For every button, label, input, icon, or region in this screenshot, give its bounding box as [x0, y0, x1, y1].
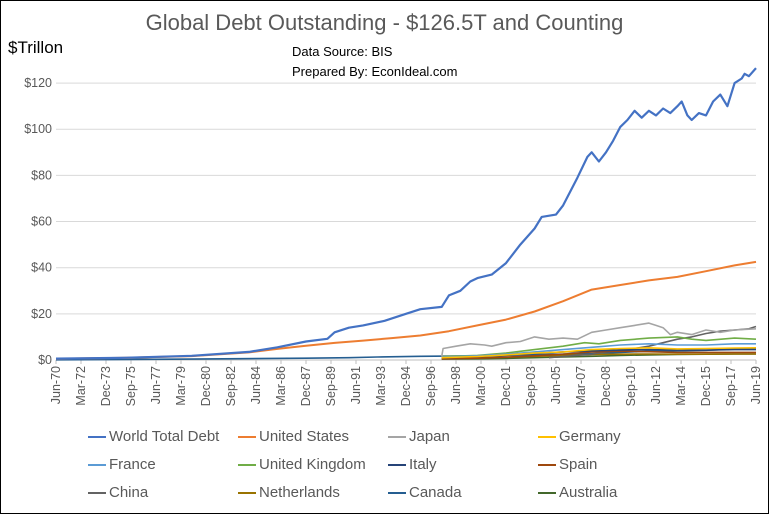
x-tick-label: Jun-77 — [149, 366, 163, 404]
y-tick-label: $80 — [31, 168, 52, 182]
legend-swatch — [88, 435, 106, 438]
chart-title: Global Debt Outstanding - $126.5T and Co… — [145, 10, 624, 35]
legend-label: Australia — [559, 484, 618, 501]
x-tick-label: Dec-08 — [599, 366, 613, 406]
y-tick-label: $60 — [31, 215, 52, 229]
x-tick-label: Jun-70 — [49, 366, 63, 404]
legend-item-germany: Germany — [538, 428, 621, 445]
x-tick-label: Dec-94 — [399, 366, 413, 406]
x-tick-label: Mar-93 — [374, 366, 388, 406]
legend-row: China Netherlands Canada Australia — [88, 484, 738, 512]
legend-swatch — [238, 463, 256, 466]
legend-swatch — [538, 491, 556, 494]
legend-item-netherlands: Netherlands — [238, 484, 340, 501]
legend-swatch — [238, 491, 256, 494]
x-tick-label: Sep-89 — [324, 366, 338, 406]
source-line: Data Source: BIS — [292, 44, 393, 59]
legend-swatch — [388, 463, 406, 466]
legend-item-japan: Japan — [388, 428, 450, 445]
x-tick-label: Dec-15 — [699, 366, 713, 406]
legend-label: Germany — [559, 428, 621, 445]
legend-label: Netherlands — [259, 484, 340, 501]
x-tick-label: Dec-73 — [99, 366, 113, 406]
legend-item-spain: Spain — [538, 456, 597, 473]
x-tick-label: Jun-12 — [649, 366, 663, 404]
legend-swatch — [88, 491, 106, 494]
series-line-germany — [441, 347, 757, 359]
legend-label: France — [109, 456, 156, 473]
y-tick-label: $20 — [31, 307, 52, 321]
y-tick-label: $40 — [31, 261, 52, 275]
x-tick-label: Sep-03 — [524, 366, 538, 406]
prepared-by-line: Prepared By: EconIdeal.com — [292, 64, 458, 79]
y-tick-label: $100 — [24, 122, 52, 136]
x-tick-label: Sep-96 — [424, 366, 438, 406]
legend-label: World Total Debt — [109, 428, 220, 445]
x-tick-label: Jun-91 — [349, 366, 363, 404]
series-line-spain — [441, 350, 756, 360]
legend-item-canada: Canada — [388, 484, 462, 501]
legend-label: United States — [259, 428, 350, 445]
x-tick-label: Dec-87 — [299, 366, 313, 406]
legend-label: Canada — [409, 484, 462, 501]
legend-label: China — [109, 484, 149, 501]
x-tick-label: Mar-14 — [674, 366, 688, 406]
series-lines — [55, 67, 757, 361]
legend-item-china: China — [88, 484, 148, 501]
y-axis-unit-label: $Trillon — [8, 38, 64, 57]
legend-swatch — [388, 491, 406, 494]
series-line-world-total-debt — [55, 67, 757, 360]
legend-row: World Total Debt United States Japan Ger… — [88, 428, 738, 456]
source-note: Data Source: BIS Prepared By: EconIdeal.… — [292, 42, 457, 82]
legend-item-australia: Australia — [538, 484, 617, 501]
legend-label: Spain — [559, 456, 598, 473]
x-tick-label: Dec-80 — [199, 366, 213, 406]
legend-item-france: France — [88, 456, 156, 473]
x-tick-label: Sep-82 — [224, 366, 238, 406]
legend-item-united-states: United States — [238, 428, 349, 445]
x-tick-label: Mar-86 — [274, 366, 288, 406]
y-tick-label: $120 — [24, 76, 52, 90]
series-line-japan — [440, 322, 757, 357]
x-tick-label: Sep-17 — [724, 366, 738, 406]
x-tick-label: Jun-84 — [249, 366, 263, 404]
x-tick-label: Jun-05 — [549, 366, 563, 404]
legend-item-united-kingdom: United Kingdom — [238, 456, 366, 473]
x-tick-label: Mar-00 — [474, 366, 488, 406]
legend-row: France United Kingdom Italy Spain — [88, 456, 738, 484]
x-tick-label: Mar-72 — [74, 366, 88, 406]
legend-item-italy: Italy — [388, 456, 437, 473]
x-tick-label: Jun-19 — [749, 366, 763, 404]
legend-label: Italy — [409, 456, 437, 473]
legend-swatch — [538, 435, 556, 438]
legend-swatch — [88, 463, 106, 466]
legend: World Total Debt United States Japan Ger… — [88, 428, 738, 512]
y-tick-label: $0 — [38, 353, 52, 367]
legend-swatch — [388, 435, 406, 438]
axes: $0 $20 $40 $60 $80 $100 $120 Jun-70 Mar-72 Dec-73… — [24, 76, 763, 406]
x-tick-label: Sep-10 — [624, 366, 638, 406]
x-tick-label: Dec-01 — [499, 366, 513, 406]
x-tick-label: Mar-79 — [174, 366, 188, 406]
legend-swatch — [238, 435, 256, 438]
series-line-united-kingdom — [441, 336, 757, 358]
x-tick-label: Jun-98 — [449, 366, 463, 404]
x-tick-label: Sep-75 — [124, 366, 138, 406]
x-tick-label: Mar-07 — [574, 366, 588, 406]
legend-swatch — [538, 463, 556, 466]
legend-label: United Kingdom — [259, 456, 366, 473]
legend-item-world-total-debt: World Total Debt — [88, 428, 219, 445]
legend-label: Japan — [409, 428, 450, 445]
